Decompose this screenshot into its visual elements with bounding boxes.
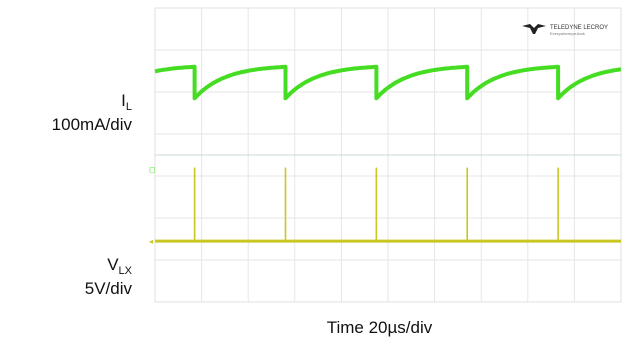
vlx-scale-label: 5V/div [84,279,132,298]
time-axis-label: Time 20µs/div [326,318,433,337]
traces: ◻◂ [149,64,622,246]
grid [154,7,622,303]
vlx-channel-label: VLX [107,255,132,277]
il-scale-label: 100mA/div [51,115,132,134]
svg-text:TELEDYNE LECROY: TELEDYNE LECROY [550,25,608,31]
il-channel-label: IL [121,91,132,113]
teledyne-lecroy-logo: TELEDYNE LECROY Everywhereyoulook [522,24,608,36]
il-ground-marker: ◻ [149,165,156,174]
svg-text:Everywhereyoulook: Everywhereyoulook [550,31,585,36]
il-waveform [154,64,622,101]
vlx-ground-marker: ◂ [149,237,153,246]
